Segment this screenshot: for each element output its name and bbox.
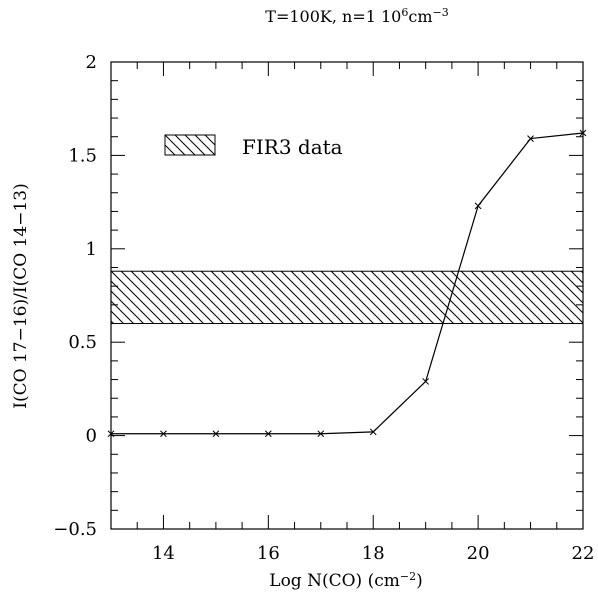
xlabel-main: Log N(CO) (cm [269, 571, 400, 591]
x-tick-label: 16 [257, 543, 280, 564]
title-exp1: 6 [401, 6, 408, 19]
y-tick-label: 1.5 [68, 145, 97, 166]
legend-label: FIR3 data [242, 135, 343, 159]
data-point [160, 430, 167, 438]
y-tick-label: 0.5 [68, 332, 97, 353]
plot-frame [110, 61, 584, 530]
xlabel-exp: −2 [400, 570, 416, 583]
x-tick-label: 20 [467, 543, 490, 564]
tick-labels: 14 16 18 20 22 −0.5 0 0.5 1 1.5 2 [53, 52, 594, 564]
y-tick-label: 0 [86, 426, 97, 447]
x-tick-label: 14 [152, 543, 175, 564]
x-tick-label: 18 [362, 543, 385, 564]
y-tick-label: −0.5 [53, 519, 97, 540]
xlabel-close: ) [416, 571, 423, 591]
legend-swatch [164, 134, 216, 156]
chart-title: T=100K, n=1 106cm−3 [265, 6, 448, 26]
series-line [111, 132, 584, 435]
x-tick-label: 22 [572, 543, 595, 564]
legend: FIR3 data [164, 134, 343, 159]
data-point [527, 135, 534, 142]
title-mid: cm [408, 7, 432, 26]
title-prefix: T=100K, n=1 10 [265, 7, 401, 26]
title-exp2: −3 [433, 6, 449, 19]
data-point [422, 378, 430, 385]
data-point [317, 430, 325, 438]
data-point [369, 428, 377, 436]
data-band [110, 270, 584, 325]
data-point [264, 430, 272, 438]
y-tick-label: 2 [86, 52, 97, 73]
data-point [212, 430, 220, 438]
data-point [474, 202, 482, 210]
y-tick-label: 1 [86, 239, 97, 260]
y-axis-label: I(CO 17−16)/I(CO 14−13) [11, 183, 31, 408]
x-axis-label: Log N(CO) (cm−2) [269, 570, 422, 591]
